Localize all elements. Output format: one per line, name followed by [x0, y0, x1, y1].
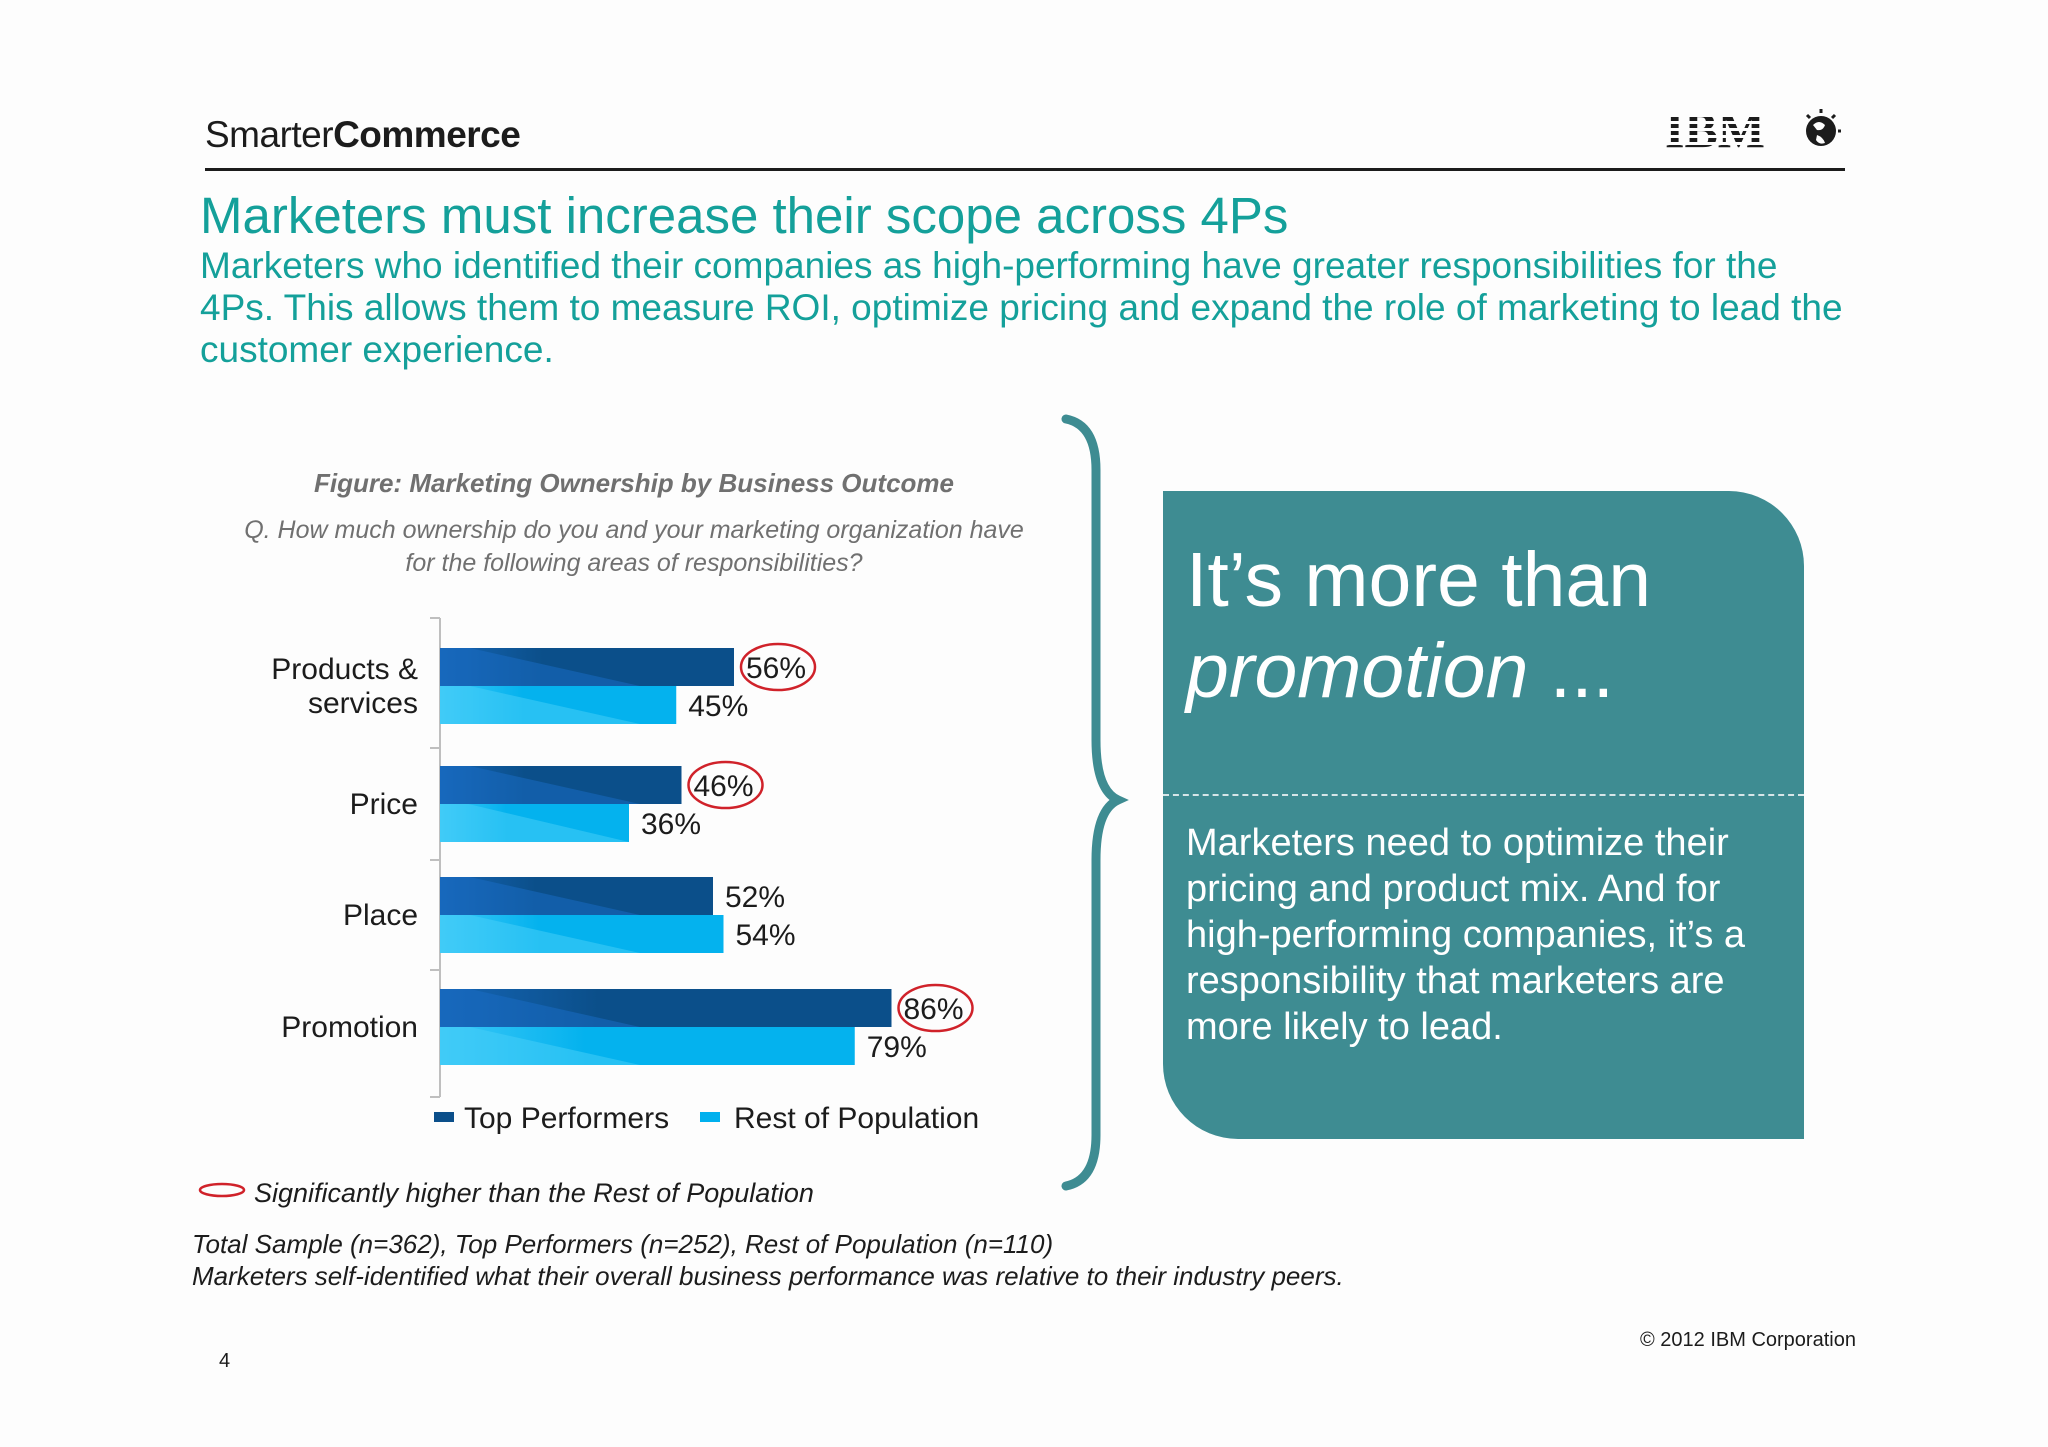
- significance-circle: [739, 642, 817, 692]
- chart-question: Q. How much ownership do you and your ma…: [244, 516, 1024, 577]
- category-label: services: [308, 687, 418, 720]
- sample-note: Total Sample (n=362), Top Performers (n=…: [192, 1228, 1344, 1292]
- significance-circle: [897, 983, 974, 1033]
- category-label: Place: [343, 899, 418, 932]
- bar-shade: [440, 648, 640, 686]
- data-label: 56%: [746, 652, 806, 685]
- sample-note-line2: Marketers self-identified what their ove…: [192, 1261, 1344, 1291]
- brand-light: Smarter: [205, 114, 334, 155]
- chart-question-line: for the following areas of responsibilit…: [405, 549, 862, 577]
- bar-shade: [440, 1027, 640, 1065]
- brace-icon: [1061, 414, 1129, 1191]
- data-label: 46%: [694, 770, 754, 803]
- slide-subtitle: Marketers who identified their companies…: [200, 245, 1843, 370]
- chart-title: Figure: Marketing Ownership by Business …: [314, 468, 954, 498]
- data-label: 86%: [904, 993, 964, 1026]
- data-label: 52%: [725, 881, 785, 914]
- brand-bold: Commerce: [333, 114, 521, 155]
- header-rule: [205, 168, 1845, 171]
- ibm-logo: IBM: [1665, 103, 1841, 158]
- legend-label-top-performers: Top Performers: [464, 1102, 669, 1135]
- legend-swatch-top-performers: [434, 1112, 454, 1122]
- callout-headline: It’s more than promotion ...: [1186, 535, 1786, 717]
- chart-marks: Products &services 56% 45% Price 46% 36% Place…: [271, 617, 979, 1135]
- callout-headline-tail: ...: [1528, 628, 1614, 714]
- callout-box: [1163, 491, 1804, 1139]
- callout-divider: [1163, 794, 1804, 796]
- bar-shade: [440, 686, 640, 724]
- category-label: Products &: [271, 653, 418, 686]
- copyright: © 2012 IBM Corporation: [1640, 1329, 1856, 1351]
- callout-headline-italic: promotion: [1186, 628, 1529, 714]
- chart-question-line: Q. How much ownership do you and your ma…: [244, 516, 1024, 544]
- page-number: 4: [219, 1350, 231, 1372]
- category-label: Price: [350, 788, 418, 821]
- callout-headline-line1: It’s more than: [1186, 537, 1652, 623]
- category-label: Promotion: [281, 1011, 418, 1044]
- significance-circle: [687, 760, 764, 810]
- callout-body: Marketers need to optimize their pricing…: [1186, 822, 1746, 1048]
- ibm-logo-text: IBM: [1665, 103, 1765, 158]
- bar-shade: [440, 877, 640, 915]
- bar-shade: [440, 989, 640, 1027]
- slide-title: Marketers must increase their scope acro…: [200, 187, 1289, 244]
- sample-note-line1: Total Sample (n=362), Top Performers (n=…: [192, 1229, 1054, 1259]
- significance-legend-circle: [198, 1182, 246, 1198]
- data-label: 79%: [867, 1031, 927, 1064]
- data-label: 45%: [688, 690, 748, 723]
- data-label: 36%: [641, 808, 701, 841]
- bar-shade: [440, 915, 640, 953]
- bar-shade: [440, 804, 629, 842]
- data-label: 54%: [736, 919, 796, 952]
- bar-shade: [440, 766, 640, 804]
- legend-swatch-rest-of-population: [700, 1112, 720, 1122]
- legend-label-rest-of-population: Rest of Population: [734, 1102, 979, 1135]
- brand-logo: SmarterCommerce: [205, 114, 521, 156]
- globe-icon: [1805, 109, 1841, 146]
- significance-note: Significantly higher than the Rest of Po…: [254, 1178, 814, 1208]
